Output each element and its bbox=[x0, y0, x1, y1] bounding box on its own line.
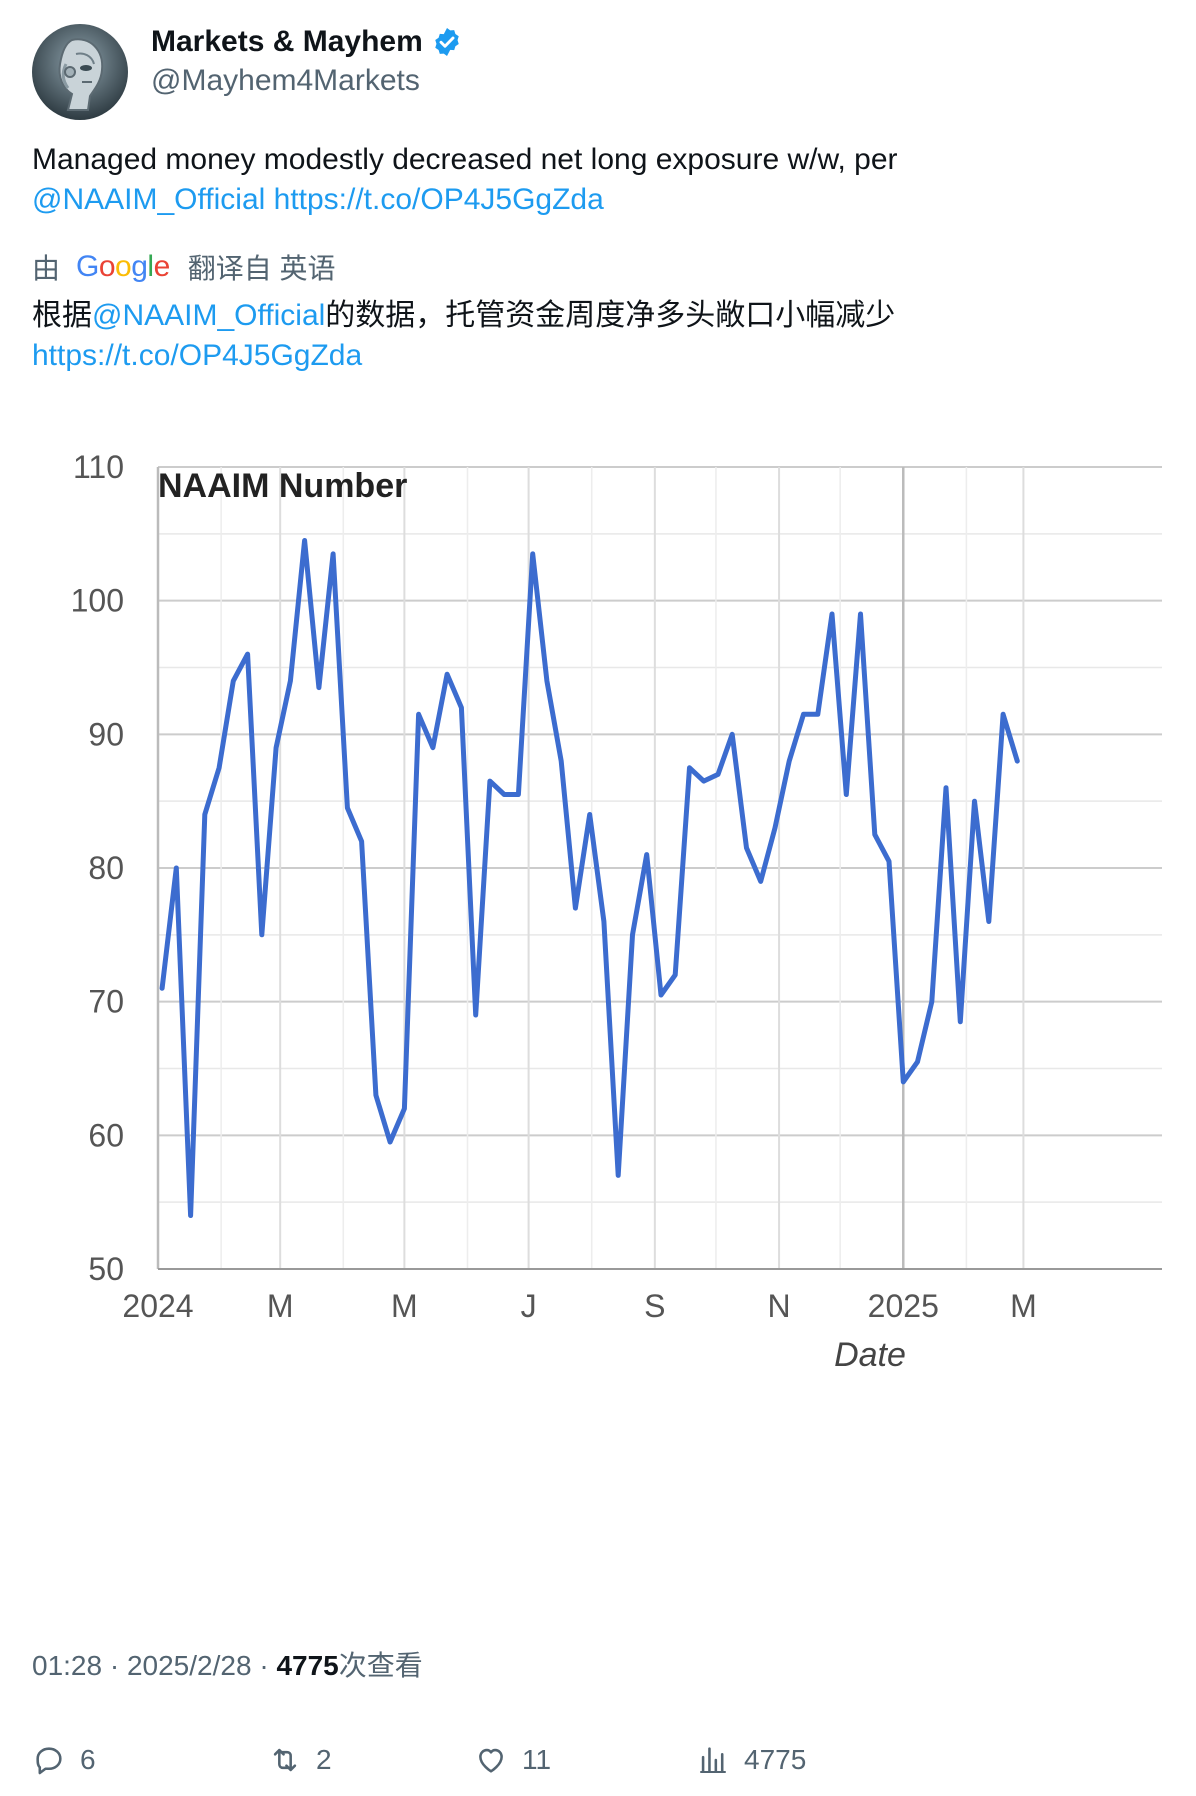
y-tick-label: 50 bbox=[88, 1251, 124, 1287]
chart-axes: 50 60 70 80 90 100 110 2024 M M J S N 2025 M bbox=[71, 449, 1162, 1324]
translated-text: 根据@NAAIM_Official的数据，托管资金周度净多头敞口小幅减少 htt… bbox=[32, 296, 1162, 376]
google-logo-icon: Google bbox=[76, 250, 170, 283]
tweet-date[interactable]: 2025/2/28 bbox=[126, 1650, 252, 1681]
translated-url-link[interactable]: https://t.co/OP4J5GgZda bbox=[32, 339, 363, 372]
y-tick-label: 100 bbox=[71, 583, 124, 619]
author-avatar[interactable] bbox=[32, 24, 128, 120]
translated-mention-link[interactable]: @NAAIM_Official bbox=[92, 299, 326, 332]
chart-x-axis-label: Date bbox=[834, 1336, 906, 1374]
chart-grid bbox=[156, 466, 1162, 1270]
view-count: 4775 bbox=[276, 1650, 339, 1681]
x-tick-label: J bbox=[521, 1288, 537, 1324]
tweet-url-link[interactable]: https://t.co/OP4J5GgZda bbox=[273, 183, 604, 216]
tweet-body: Managed money modestly decreased net lon… bbox=[32, 143, 898, 176]
view-count-label: 次查看 bbox=[338, 1650, 423, 1681]
chart-image[interactable]: 50 60 70 80 90 100 110 2024 M M J S N 2025 M NAAIM Num… bbox=[32, 430, 1162, 1590]
chart-title: NAAIM Number bbox=[158, 467, 407, 505]
y-tick-label: 80 bbox=[88, 850, 124, 886]
like-count: 11 bbox=[522, 1744, 552, 1775]
author-info: Markets & Mayhem @Mayhem4Markets bbox=[151, 22, 463, 98]
y-tick-label: 70 bbox=[88, 984, 124, 1020]
tweet-text: Managed money modestly decreased net lon… bbox=[32, 140, 1162, 220]
retweet-count: 2 bbox=[316, 1744, 332, 1775]
translation-prefix: 由 bbox=[32, 253, 61, 284]
verified-badge-icon bbox=[431, 26, 463, 58]
tweet-time[interactable]: 01:28 bbox=[32, 1650, 103, 1681]
x-tick-label: N bbox=[768, 1288, 791, 1324]
retweet-icon bbox=[273, 1748, 297, 1772]
x-tick-label: S bbox=[644, 1288, 665, 1324]
meta-separator-2: · bbox=[259, 1650, 269, 1681]
x-tick-label: M bbox=[391, 1288, 418, 1324]
meta-separator-1: · bbox=[109, 1650, 120, 1681]
x-tick-label: 2025 bbox=[868, 1288, 939, 1324]
author-display-name[interactable]: Markets & Mayhem bbox=[151, 25, 423, 58]
reply-button[interactable]: 6 bbox=[32, 1735, 96, 1785]
series-line bbox=[159, 538, 1020, 1218]
analytics-count: 4775 bbox=[744, 1744, 807, 1775]
name-row: Markets & Mayhem bbox=[151, 22, 463, 62]
tweet-metadata: 01:28 · 2025/2/28 · 4775次查看 bbox=[32, 1644, 423, 1684]
y-tick-label: 110 bbox=[73, 449, 124, 485]
tweet-actions: 6 2 11 4775 bbox=[32, 1735, 1162, 1785]
translation-source-label[interactable]: 翻译自 英语 bbox=[187, 253, 336, 284]
retweet-button[interactable]: 2 bbox=[268, 1735, 332, 1785]
x-tick-label: M bbox=[1010, 1288, 1037, 1324]
chart-series bbox=[159, 538, 1020, 1218]
heart-icon bbox=[479, 1748, 503, 1773]
naaim-line-chart: 50 60 70 80 90 100 110 2024 M M J S N 2025 M NAAIM Num… bbox=[71, 449, 1162, 1374]
reply-count: 6 bbox=[80, 1744, 96, 1775]
author-handle[interactable]: @Mayhem4Markets bbox=[151, 64, 420, 97]
bar-chart-icon bbox=[700, 1747, 726, 1774]
translated-after: 的数据，托管资金周度净多头敞口小幅减少 bbox=[325, 299, 896, 332]
like-button[interactable]: 11 bbox=[474, 1735, 551, 1785]
mention-link[interactable]: @NAAIM_Official bbox=[32, 183, 266, 216]
x-tick-label: 2024 bbox=[122, 1288, 193, 1324]
translation-attribution: 由 Google 翻译自 英语 bbox=[32, 246, 336, 288]
analytics-button[interactable]: 4775 bbox=[696, 1735, 806, 1785]
tweet-header: Markets & Mayhem @Mayhem4Markets bbox=[32, 22, 1162, 122]
robot-avatar-icon bbox=[32, 24, 128, 120]
reply-icon bbox=[36, 1747, 62, 1775]
translated-before: 根据 bbox=[32, 299, 92, 332]
y-tick-label: 60 bbox=[88, 1117, 124, 1153]
y-tick-label: 90 bbox=[88, 716, 124, 752]
x-tick-label: M bbox=[267, 1288, 294, 1324]
